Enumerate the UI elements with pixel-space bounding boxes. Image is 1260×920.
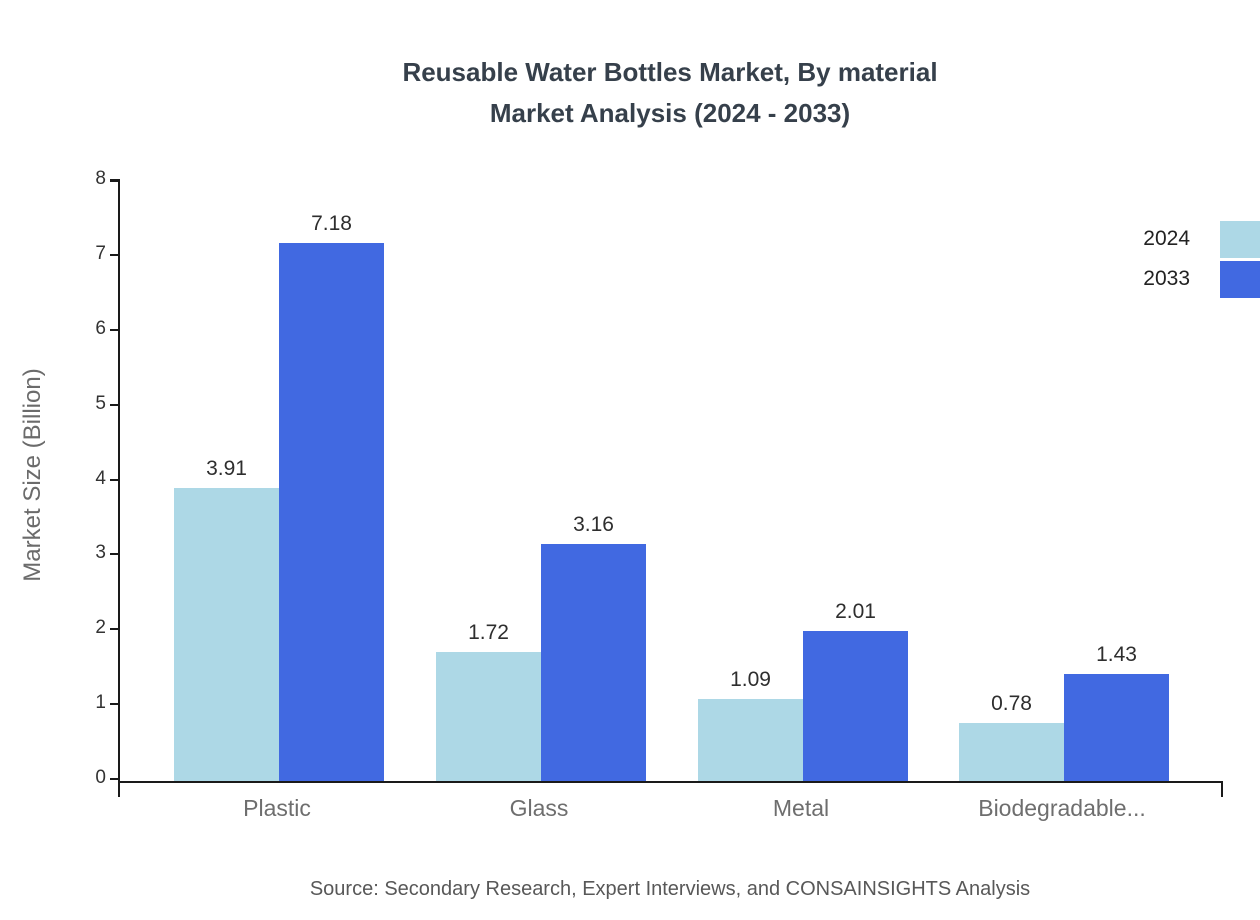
chart-title: Reusable Water Bottles Market, By materi… xyxy=(80,52,1260,134)
value-label-2024-metal: 1.09 xyxy=(730,668,771,691)
y-tick-label-6: 6 xyxy=(95,317,106,339)
bar-2024-biodegradable xyxy=(959,723,1064,781)
y-tick-mark-4 xyxy=(110,478,120,481)
bar-2024-glass xyxy=(436,652,541,781)
value-label-2033-metal: 2.01 xyxy=(835,600,876,623)
x-axis-right-end-tick xyxy=(1221,783,1223,797)
x-axis-left-end-tick xyxy=(118,783,120,797)
y-tick-label-3: 3 xyxy=(95,542,106,564)
y-axis-title: Market Size (Billion) xyxy=(19,368,46,582)
y-axis-top-tick xyxy=(110,180,120,182)
y-tick-mark-5 xyxy=(110,403,120,406)
source-note: Source: Secondary Research, Expert Inter… xyxy=(309,878,1031,900)
bar-2033-plastic xyxy=(279,243,384,781)
value-label-2033-glass: 3.16 xyxy=(573,513,614,536)
value-label-2024-plastic: 3.91 xyxy=(206,457,247,480)
y-tick-mark-1 xyxy=(110,703,120,706)
legend-item-2024: 2024 xyxy=(1143,219,1260,259)
legend: 2024 2033 xyxy=(1143,219,1260,299)
y-tick-label-4: 4 xyxy=(95,467,106,489)
x-category-label-glass: Glass xyxy=(509,795,569,821)
y-tick-mark-6 xyxy=(110,328,120,331)
x-axis-category-labels: Plastic Glass Metal Biodegradable... xyxy=(118,795,1221,825)
bar-2024-metal xyxy=(698,699,803,781)
legend-item-2033: 2033 xyxy=(1143,259,1260,299)
y-tick-mark-2 xyxy=(110,628,120,631)
x-category-label-plastic: Plastic xyxy=(243,795,311,821)
legend-swatch-2024 xyxy=(1220,220,1260,258)
value-label-2024-biodegradable: 0.78 xyxy=(991,692,1032,715)
chart-title-line1: Reusable Water Bottles Market, By materi… xyxy=(402,57,938,87)
y-tick-label-8: 8 xyxy=(95,168,106,189)
y-tick-label-2: 2 xyxy=(95,617,106,639)
legend-label-2024: 2024 xyxy=(1143,227,1190,250)
bar-2033-glass xyxy=(541,544,646,781)
legend-label-2033: 2033 xyxy=(1143,267,1190,290)
legend-swatch-2033 xyxy=(1220,260,1260,298)
y-tick-mark-7 xyxy=(110,253,120,256)
value-label-2033-plastic: 7.18 xyxy=(311,212,352,235)
bar-2033-metal xyxy=(803,631,908,781)
y-tick-mark-3 xyxy=(110,553,120,556)
y-tick-mark-0 xyxy=(110,778,120,780)
value-label-2024-glass: 1.72 xyxy=(468,621,509,644)
x-category-label-biodegradable: Biodegradable... xyxy=(978,795,1146,821)
y-tick-label-0: 0 xyxy=(95,767,106,788)
bar-2033-biodegradable xyxy=(1064,674,1169,781)
y-tick-mark-8 xyxy=(110,179,120,181)
x-category-label-metal: Metal xyxy=(772,795,830,821)
plot-area: 0 1 2 3 4 5 6 7 8 3.91 1.72 1.09 0.78 7.18 3.16 2.01 1.4… xyxy=(95,168,1223,797)
y-tick-label-5: 5 xyxy=(95,392,106,414)
bar-2024-plastic xyxy=(174,488,279,781)
value-label-2033-biodegradable: 1.43 xyxy=(1096,643,1137,666)
y-tick-label-7: 7 xyxy=(95,242,106,264)
chart-title-line2: Market Analysis (2024 - 2033) xyxy=(489,98,851,128)
y-tick-label-1: 1 xyxy=(95,692,106,714)
